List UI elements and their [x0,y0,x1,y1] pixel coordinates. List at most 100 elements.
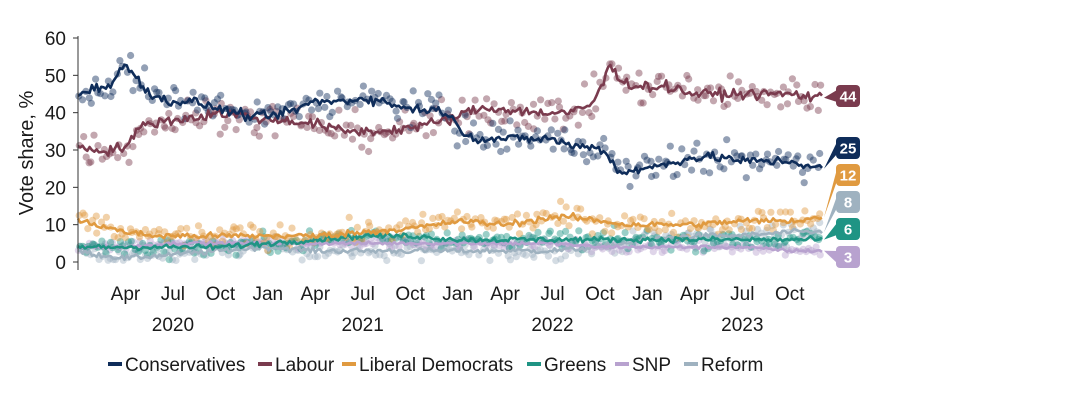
poll-dot [480,111,488,119]
poll-dot [525,231,533,240]
poll-dot [253,98,261,106]
poll-dot [327,130,335,138]
x-tick-label: Oct [206,284,236,305]
x-year-label: 2020 [152,315,194,336]
poll-dot [183,224,191,232]
poll-dot [775,147,783,156]
poll-dot [734,94,742,102]
poll-dot [356,100,364,108]
poll-dot [758,96,766,104]
end-label-pointer [824,223,837,240]
x-year-label: 2022 [531,315,573,336]
poll-dot [573,204,581,212]
poll-dot [505,223,513,231]
poll-dot [578,108,587,116]
poll-dot [210,99,218,107]
poll-dot [570,149,578,157]
poll-dot [494,125,503,133]
poll-dot [402,217,410,225]
poll-dot [592,105,600,113]
poll-dot [221,123,229,131]
poll-dot [125,158,133,166]
poll-dot [93,229,101,237]
poll-dot [198,228,206,236]
poll-dot [380,252,388,260]
legend: Conservatives Labour Liberal Democrats Gree… [108,355,763,376]
end-label-badge [836,164,860,186]
poll-dot [599,229,608,237]
poll-dot [588,112,596,121]
series-line-conservatives [77,63,823,176]
poll-dot [161,124,169,132]
poll-dot [232,126,240,134]
poll-dot [140,128,148,136]
legend-label: Reform [701,355,763,376]
poll-dot [658,248,666,256]
poll-dot [794,152,802,160]
poll-dot [489,119,497,127]
poll-dot [786,208,795,216]
poll-dot [653,77,661,85]
poll-dot [768,222,776,230]
poll-dot [515,230,524,238]
poll-dot [217,91,225,99]
poll-dot [392,107,400,115]
poll-dot [626,182,634,191]
poll-dot [650,229,658,237]
series-line-greens [77,231,823,252]
poll-dot [529,100,538,108]
poll-dot [814,106,822,114]
poll-dot [393,114,402,122]
end-label-pointer [824,196,837,233]
end-label-badge [836,218,860,240]
poll-dot [555,103,564,111]
poll-dot [201,94,209,102]
poll-dot [127,51,135,60]
poll-dot [308,106,316,114]
poll-dot [224,117,232,125]
poll-dot [655,155,663,163]
poll-dot [469,119,478,127]
poll-dot [102,213,110,221]
poll-dot [479,143,488,151]
poll-dot [547,126,555,134]
poll-dot [87,99,95,107]
poll-dot [720,165,728,173]
poll-dot [537,96,545,104]
poll-dot [504,252,512,260]
poll-dot [789,162,797,170]
end-label-badge [836,191,860,213]
poll-dot [782,208,790,216]
poll-dot [817,81,825,89]
poll-dot [104,77,112,85]
poll-dot [193,106,201,114]
end-label-snp: 3 [824,246,860,268]
poll-dot [85,239,93,247]
poll-dot [101,247,110,255]
poll-dot [276,221,284,229]
poll-dot [246,108,255,116]
poll-dot [458,225,466,233]
poll-dot [580,80,589,88]
end-label-value: 8 [844,195,852,212]
poll-dot [191,255,199,263]
x-tick-label: Apr [111,284,141,305]
poll-dot [298,256,306,264]
poll-dot [353,223,361,231]
poll-dot [636,161,644,169]
poll-dot [177,225,185,233]
poll-dot [686,240,694,248]
poll-dot [657,72,666,80]
poll-dot [92,75,100,83]
poll-dot [779,83,788,91]
poll-dot [232,225,240,233]
poll-dot [589,153,597,161]
poll-dot [499,128,507,136]
poll-dot [561,252,570,260]
poll-dot [506,117,514,125]
poll-dot [189,88,197,96]
poll-dot [501,117,509,125]
poll-dot [107,238,115,246]
poll-dot [396,118,404,126]
